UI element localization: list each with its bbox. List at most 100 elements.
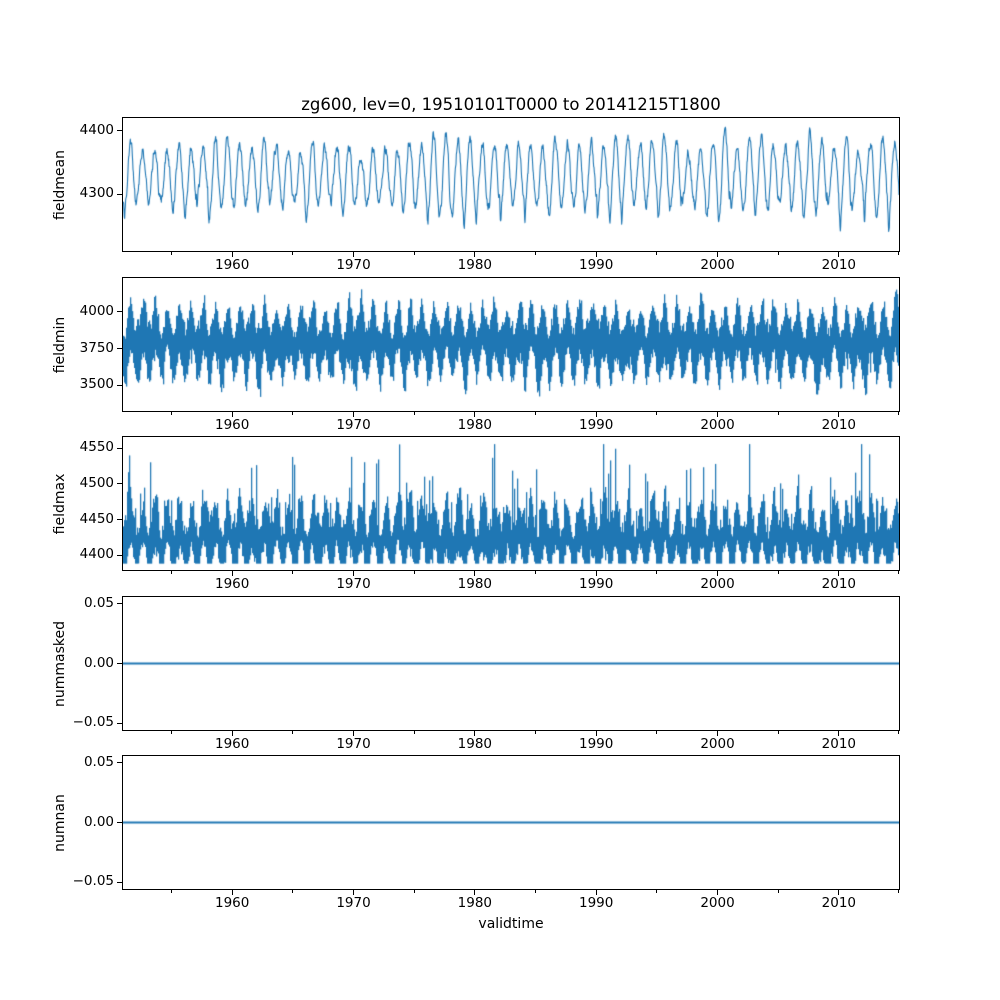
y-axis-label-nummasked: nummasked (52, 620, 68, 707)
subplot-fieldmin (122, 277, 900, 412)
x-minor-tick (413, 412, 415, 415)
fieldmax-series-canvas (123, 437, 899, 570)
y-tick-label: 4300 (79, 185, 114, 201)
x-minor-tick (171, 252, 173, 255)
subplot-fieldmax (122, 436, 900, 571)
x-tick-label: 1980 (457, 895, 493, 911)
x-minor-tick (777, 252, 779, 255)
x-minor-tick (897, 731, 899, 734)
x-minor-tick (413, 731, 415, 734)
x-tick-label: 2000 (700, 257, 735, 273)
y-major-tick (117, 603, 122, 605)
y-major-tick (117, 130, 122, 132)
x-major-tick (595, 571, 597, 576)
x-major-tick (231, 731, 233, 736)
y-major-tick (117, 348, 122, 350)
y-major-tick (117, 483, 122, 485)
x-major-tick (353, 252, 355, 257)
x-major-tick (717, 412, 718, 417)
x-minor-tick (292, 731, 294, 734)
y-tick-label: 4400 (79, 121, 114, 138)
y-tick-label: 0.00 (83, 813, 114, 830)
x-major-tick (474, 571, 476, 576)
nummasked-series-canvas (123, 597, 899, 730)
x-major-tick (353, 731, 355, 736)
x-tick-label: 1970 (336, 895, 371, 911)
y-axis-label-fieldmin: fieldmin (52, 316, 68, 373)
x-minor-tick (777, 571, 779, 574)
x-major-tick (474, 252, 476, 257)
numnan-series-canvas (123, 756, 899, 889)
x-tick-label: 2000 (700, 895, 735, 911)
y-tick-label: 3750 (79, 339, 114, 356)
x-minor-tick (656, 571, 658, 574)
y-major-tick (117, 384, 122, 386)
x-major-tick (231, 252, 233, 257)
y-major-tick (117, 881, 122, 883)
x-minor-tick (413, 571, 415, 574)
y-tick-label: −0.05 (72, 873, 114, 890)
x-major-tick (474, 731, 476, 736)
x-tick-label: 1980 (457, 736, 493, 752)
x-tick-label: 1960 (215, 417, 250, 433)
x-major-tick (838, 412, 840, 417)
x-minor-tick (897, 890, 899, 893)
x-tick-label: 1990 (578, 417, 614, 433)
x-tick-label: 1970 (336, 257, 371, 273)
x-major-tick (595, 412, 597, 417)
x-minor-tick (897, 412, 899, 415)
y-major-tick (117, 311, 122, 313)
fieldmean-series-canvas (123, 118, 899, 251)
x-tick-label: 2010 (821, 257, 857, 273)
x-major-tick (231, 571, 233, 576)
y-major-tick (117, 193, 122, 195)
x-major-tick (717, 731, 718, 736)
x-major-tick (474, 412, 476, 417)
x-minor-tick (535, 412, 537, 415)
x-tick-label: 2010 (821, 576, 857, 592)
x-minor-tick (292, 890, 294, 893)
subplot-nummasked (122, 596, 900, 731)
y-tick-label: 4400 (79, 546, 114, 563)
fieldmin-series-canvas (123, 278, 899, 411)
y-axis-label-fieldmean: fieldmean (52, 149, 68, 220)
x-minor-tick (292, 252, 294, 255)
x-major-tick (353, 412, 355, 417)
x-major-tick (595, 890, 597, 895)
x-major-tick (353, 890, 355, 895)
y-axis-label-numnan: numnan (52, 793, 68, 852)
y-major-tick (117, 722, 122, 724)
x-major-tick (717, 890, 718, 895)
x-major-tick (717, 252, 718, 257)
x-major-tick (717, 571, 718, 576)
x-minor-tick (535, 571, 537, 574)
x-tick-label: 1990 (578, 257, 614, 273)
y-axis-label-fieldmax: fieldmax (52, 473, 68, 534)
x-minor-tick (535, 890, 537, 893)
figure-title: zg600, lev=0, 19510101T0000 to 20141215T… (301, 95, 721, 114)
x-major-tick (838, 252, 840, 257)
x-tick-label: 1960 (215, 736, 250, 752)
y-major-tick (117, 822, 122, 823)
y-major-tick (117, 554, 122, 556)
x-major-tick (838, 571, 840, 576)
x-minor-tick (171, 731, 173, 734)
x-tick-label: 1970 (336, 417, 371, 433)
x-minor-tick (171, 412, 173, 415)
x-tick-label: 1980 (457, 257, 493, 273)
x-minor-tick (413, 252, 415, 255)
x-minor-tick (897, 571, 899, 574)
x-major-tick (474, 890, 476, 895)
y-tick-label: 0.05 (83, 594, 114, 611)
x-tick-label: 2000 (700, 736, 735, 752)
x-minor-tick (656, 890, 658, 893)
x-minor-tick (777, 731, 779, 734)
x-minor-tick (656, 731, 658, 734)
x-tick-label: 1990 (578, 576, 614, 592)
x-tick-label: 1990 (578, 895, 614, 911)
y-tick-label: 4000 (79, 302, 114, 319)
x-minor-tick (897, 252, 899, 255)
x-tick-label: 1970 (336, 576, 371, 592)
x-major-tick (838, 890, 840, 895)
